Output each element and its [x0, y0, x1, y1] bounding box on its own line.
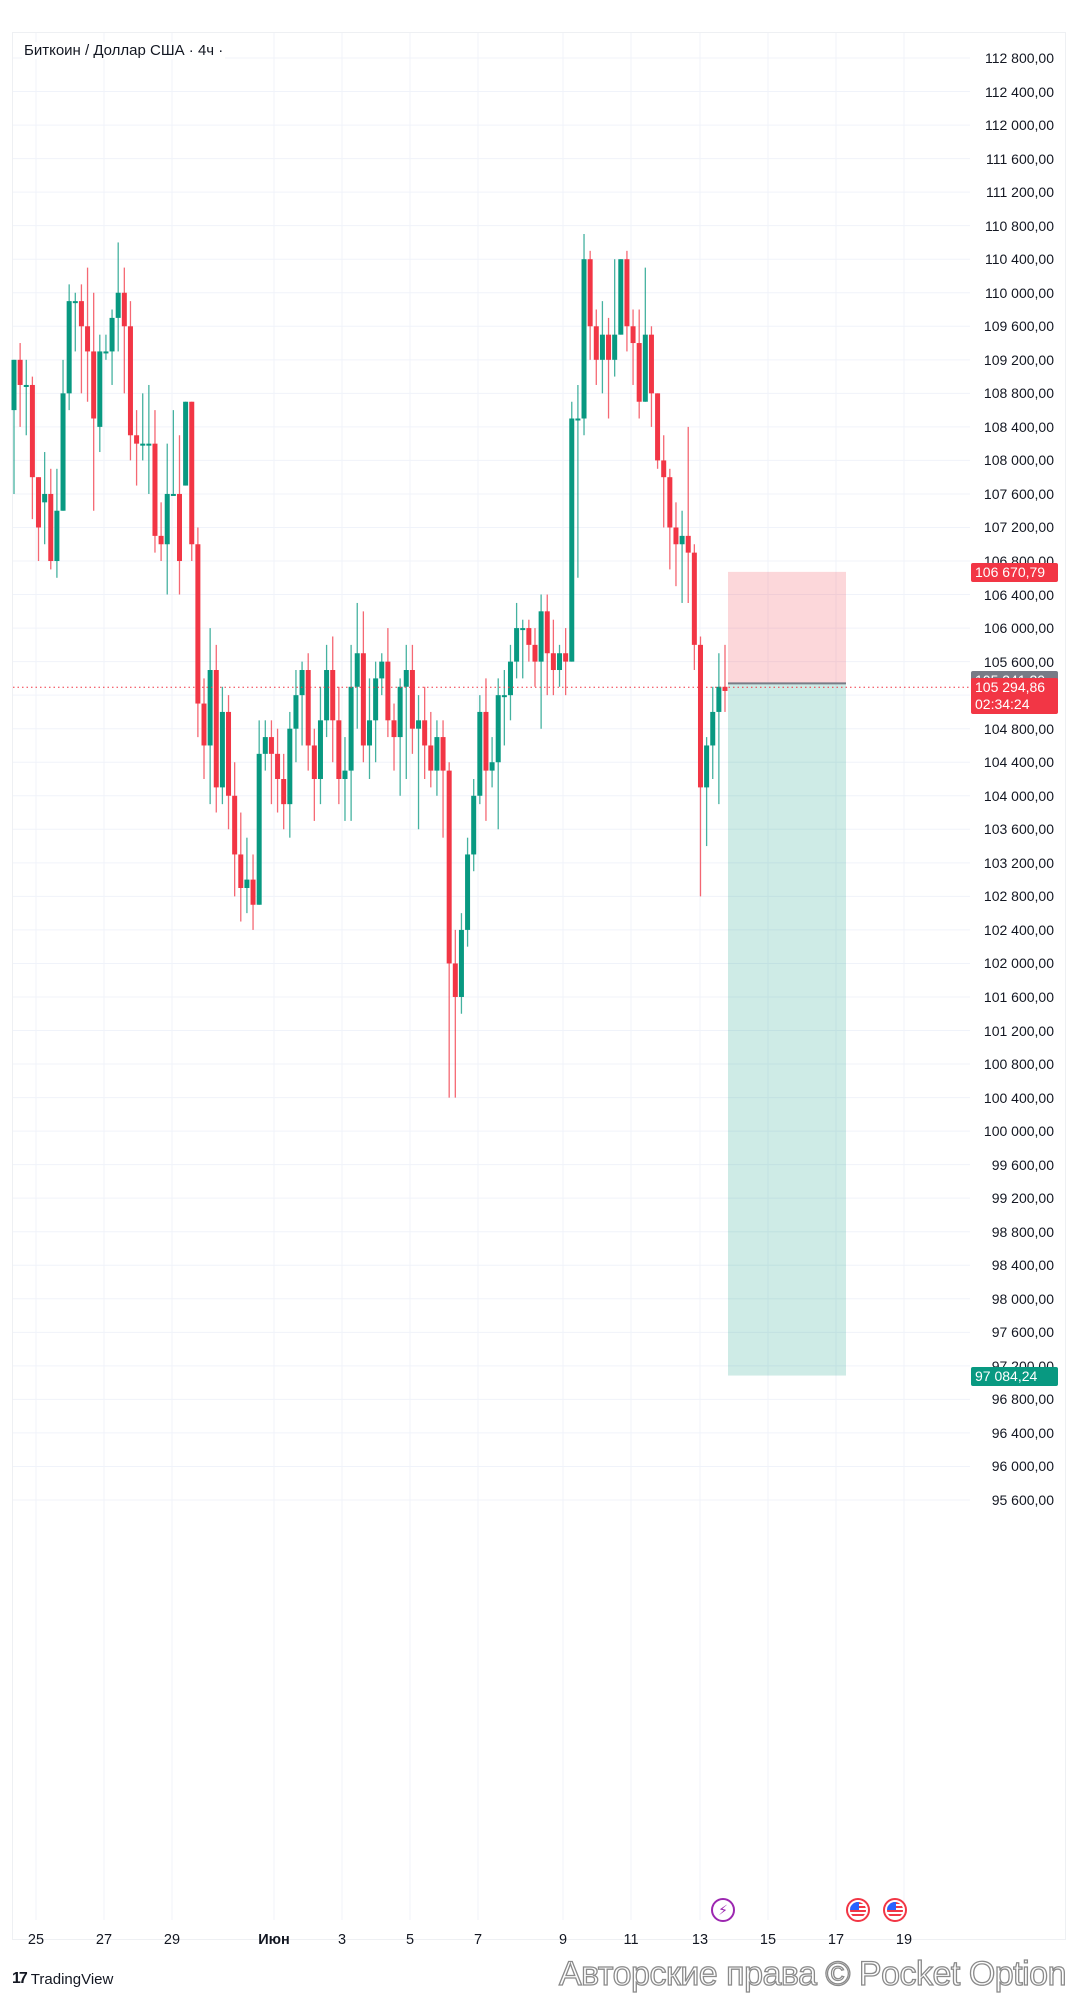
- price-axis-label: 97 600,00: [991, 1324, 1054, 1341]
- price-axis-label: 99 600,00: [991, 1156, 1054, 1173]
- time-axis-label: 9: [558, 1932, 568, 1948]
- price-axis-label: 112 800,00: [984, 50, 1054, 66]
- price-axis-label: 106 400,00: [983, 586, 1054, 603]
- stop-zone: [728, 571, 846, 684]
- price-axis-label: 96 400,00: [991, 1424, 1054, 1441]
- us-flag-icon[interactable]: [883, 1898, 907, 1922]
- price-axis-label: 100 400,00: [983, 1089, 1054, 1106]
- time-axis-label: 5: [405, 1932, 415, 1948]
- time-axis-label: 15: [759, 1932, 777, 1948]
- flash-icon[interactable]: ⚡: [711, 1898, 735, 1922]
- copyright-watermark: Авторские права © Pocket Option: [558, 1954, 1067, 1993]
- price-axis-label: 110 400,00: [984, 251, 1054, 268]
- price-axis-label: 100 800,00: [983, 1056, 1054, 1073]
- price-axis-label: 101 200,00: [983, 1022, 1054, 1039]
- price-axis-label: 104 400,00: [983, 754, 1054, 771]
- tradingview-logo[interactable]: 17 TradingView: [12, 1970, 113, 1988]
- price-axis-label: 105 600,00: [983, 653, 1054, 670]
- bar-countdown: 02:34:24: [975, 696, 1030, 713]
- price-axis-label: 104 000,00: [983, 787, 1054, 804]
- price-axis-label: 103 600,00: [983, 821, 1054, 838]
- symbol-title[interactable]: Биткоин / Доллар США · 4ч ·: [22, 42, 226, 59]
- price-axis-label: 102 800,00: [983, 888, 1054, 905]
- time-axis-label: 3: [337, 1932, 347, 1948]
- price-axis-label: 104 800,00: [983, 720, 1054, 737]
- current-price-value: 105 294,86: [975, 679, 1046, 696]
- time-axis-label: 29: [163, 1932, 181, 1948]
- price-axis-label: 99 200,00: [991, 1190, 1054, 1207]
- stop-loss-price-tag: 106 670,79: [971, 562, 1058, 582]
- time-axis-label: 17: [827, 1932, 845, 1948]
- time-axis-label: 7: [473, 1932, 483, 1948]
- time-axis-label: 11: [623, 1932, 639, 1948]
- price-axis-label: 111 600,00: [986, 150, 1054, 167]
- price-axis-label: 108 800,00: [983, 385, 1054, 402]
- time-axis-label: Июн: [258, 1932, 290, 1948]
- price-axis-label: 102 400,00: [983, 921, 1054, 938]
- tradingview-logo-text: TradingView: [30, 1970, 114, 1988]
- price-axis-label: 111 200,00: [986, 184, 1054, 201]
- price-axis-label: 106 000,00: [983, 620, 1054, 637]
- time-axis-label: 13: [691, 1932, 709, 1948]
- price-axis-label: 98 400,00: [991, 1257, 1054, 1274]
- current-price-tag: 105 294,86 02:34:24: [971, 678, 1058, 715]
- price-axis-label: 98 000,00: [991, 1290, 1054, 1307]
- price-axis-label: 102 000,00: [983, 955, 1054, 972]
- price-axis-label: 107 200,00: [983, 519, 1054, 536]
- price-axis-label: 96 800,00: [991, 1391, 1054, 1408]
- price-axis-label: 112 000,00: [984, 117, 1054, 134]
- price-axis-label: 110 800,00: [984, 217, 1054, 234]
- price-axis-label: 112 400,00: [984, 83, 1054, 100]
- time-axis-label: 27: [95, 1932, 113, 1948]
- price-axis-label: 103 200,00: [983, 854, 1054, 871]
- price-axis-label: 100 000,00: [983, 1123, 1054, 1140]
- price-axis-label: 109 200,00: [983, 351, 1054, 368]
- target-zone: [728, 683, 846, 1376]
- price-axis-label: 107 600,00: [983, 485, 1054, 502]
- chart-frame: [12, 32, 1066, 1940]
- time-axis-label: 25: [27, 1932, 45, 1948]
- price-axis-label: 98 800,00: [991, 1223, 1054, 1240]
- price-axis-label: 108 400,00: [983, 418, 1054, 435]
- tradingview-logo-icon: 17: [12, 1970, 28, 1987]
- price-axis-label: 96 000,00: [991, 1458, 1054, 1475]
- take-profit-price-tag: 97 084,24: [971, 1366, 1058, 1386]
- price-axis-label: 110 000,00: [984, 284, 1054, 301]
- price-axis-label: 95 600,00: [991, 1492, 1054, 1508]
- time-axis-label: 19: [895, 1932, 913, 1948]
- us-flag-icon[interactable]: [846, 1898, 870, 1922]
- price-axis-label: 108 000,00: [983, 452, 1054, 469]
- price-axis-label: 101 600,00: [983, 988, 1054, 1005]
- price-axis-label: 109 600,00: [983, 318, 1054, 335]
